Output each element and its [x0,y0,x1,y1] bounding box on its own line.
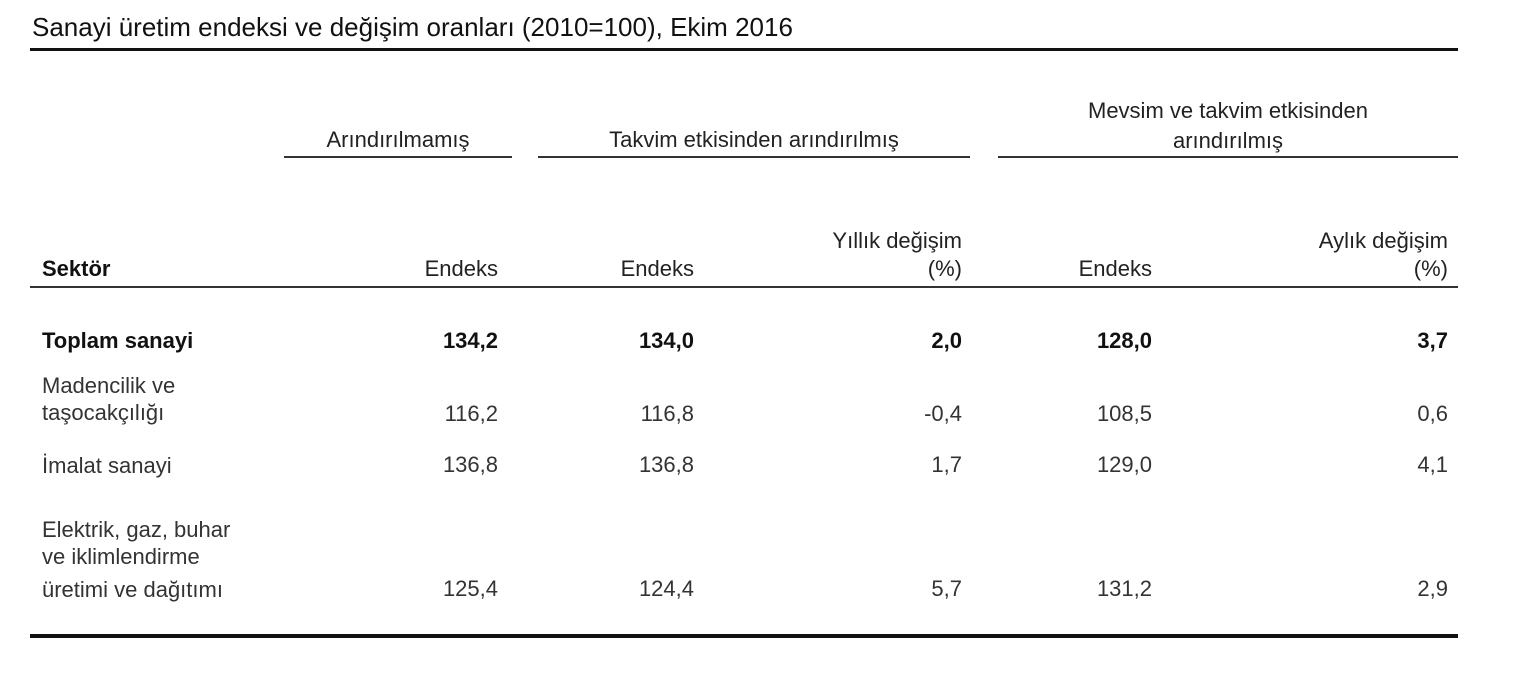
col-annual-change-line2: (%) [927,256,962,281]
cell-annual-change: 5,7 [931,576,962,601]
col-monthly-change-line2: (%) [1413,256,1448,281]
table-bottom-rule [30,634,1458,638]
cell-monthly-change: 2,9 [1417,576,1448,601]
cell-endeks-unadjusted: 134,2 [442,328,498,353]
cell-endeks-seasonal: 129,0 [1096,452,1152,477]
group-seasonal-rule [998,156,1458,158]
group-unadjusted: Arındırılmamış [326,127,470,152]
cell-monthly-change: 3,7 [1417,328,1448,353]
col-endeks-calendar: Endeks [620,256,694,281]
col-monthly-change-line1: Aylık değişim [1318,228,1448,253]
cell-endeks-unadjusted: 136,8 [442,452,498,477]
group-calendar: Takvim etkisinden arındırılmış [609,127,899,152]
cell-endeks-seasonal: 128,0 [1096,328,1152,353]
group-calendar-rule [538,156,970,158]
cell-endeks-seasonal: 131,2 [1096,576,1152,601]
page-title: Sanayi üretim endeksi ve değişim oranlar… [32,12,793,42]
row-label-line1: Madencilik ve [42,373,176,398]
cell-annual-change: -0,4 [924,401,962,426]
cell-endeks-unadjusted: 125,4 [442,576,498,601]
cell-annual-change: 2,0 [931,328,962,353]
group-seasonal-line1: Mevsim ve takvim etkisinden [1088,98,1368,123]
col-endeks-unadjusted: Endeks [424,256,498,281]
cell-monthly-change: 0,6 [1417,401,1448,426]
col-endeks-seasonal: Endeks [1078,256,1152,281]
cell-endeks-calendar: 134,0 [638,328,694,353]
row-label: İmalat sanayi [42,453,172,478]
cell-endeks-calendar: 124,4 [638,576,694,601]
row-label-line2: ve iklimlendirme [42,544,200,569]
group-seasonal-line2: arındırılmış [1172,128,1284,153]
group-unadjusted-rule [284,156,512,158]
cell-endeks-unadjusted: 116,2 [444,401,498,426]
cell-annual-change: 1,7 [931,452,962,477]
col-annual-change-line1: Yıllık değişim [832,228,962,253]
cell-endeks-seasonal: 108,5 [1096,401,1152,426]
col-sector: Sektör [42,256,111,281]
row-label-line2: taşocakçılığı [42,400,165,425]
row-label: Toplam sanayi [42,328,194,353]
header-rule [30,286,1458,288]
cell-endeks-calendar: 136,8 [638,452,694,477]
row-label-line1: Elektrik, gaz, buhar [42,517,231,542]
row-label-line3: üretimi ve dağıtımı [42,577,223,602]
cell-monthly-change: 4,1 [1417,452,1448,477]
cell-endeks-calendar: 116,8 [640,401,694,426]
title-rule [30,48,1458,51]
